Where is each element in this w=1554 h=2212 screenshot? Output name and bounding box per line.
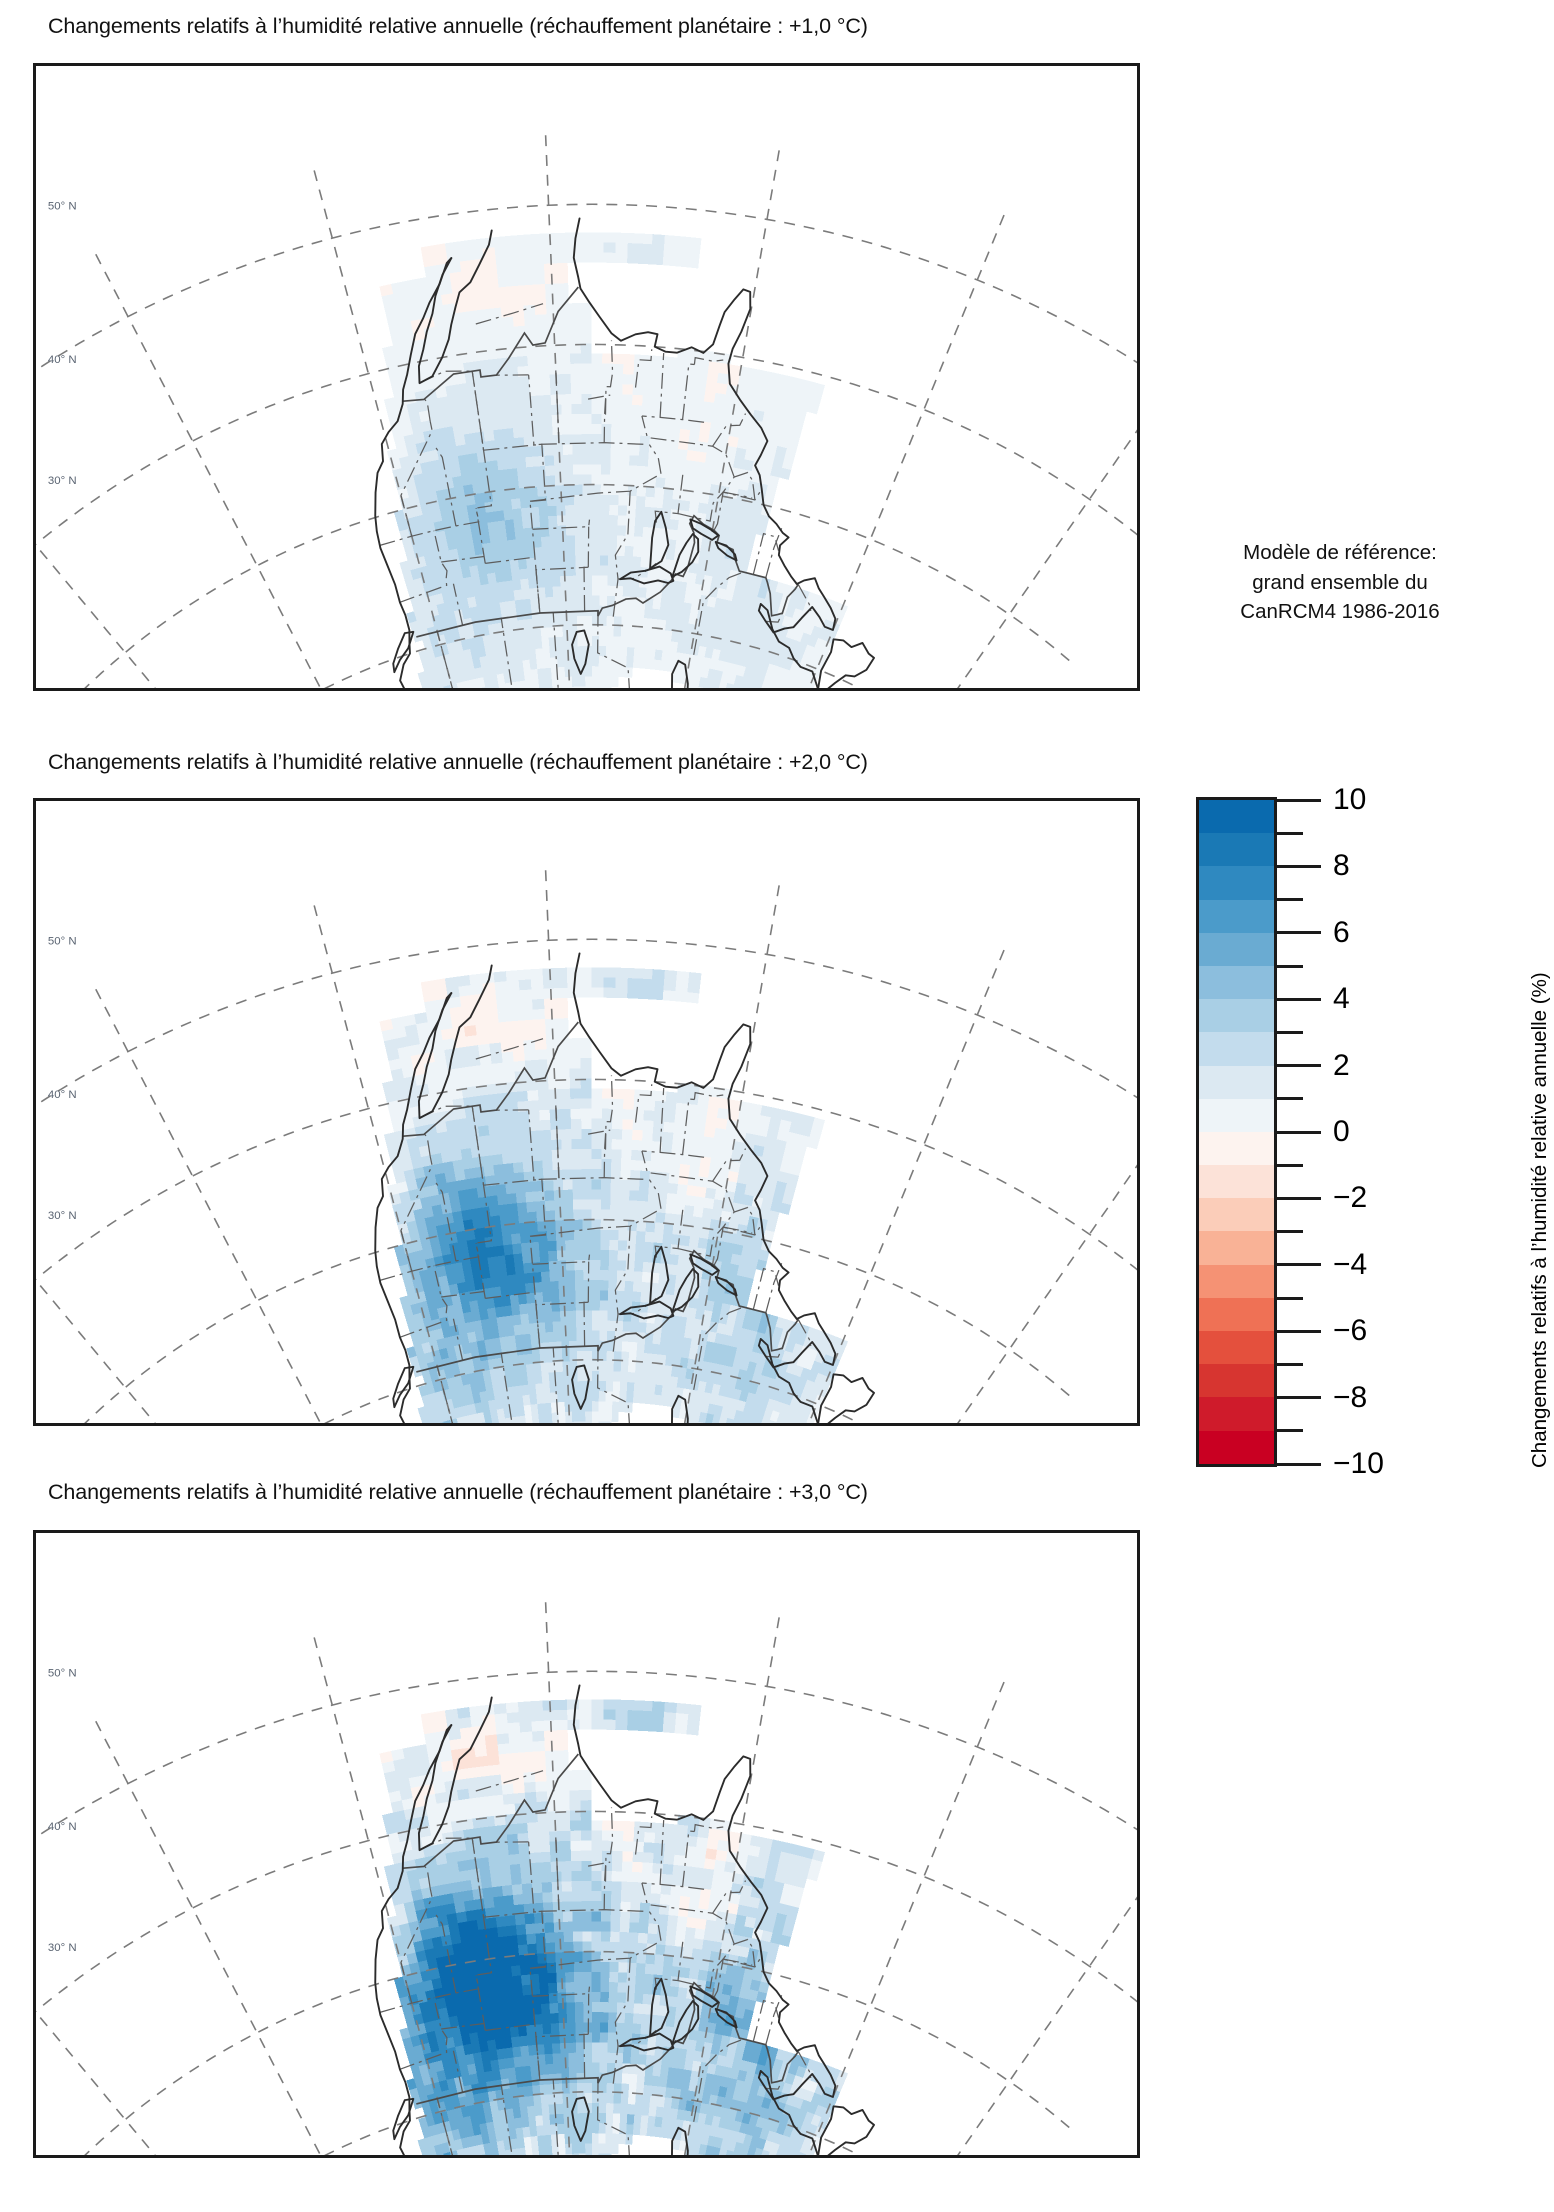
panel-title-1: Changements relatifs à l’humidité relati… [48, 14, 868, 38]
map-panel-2[interactable]: 140° W100° W60° W50° N40° N30° N [33, 798, 1140, 1426]
colorbar-tick-minor [1277, 1097, 1303, 1101]
colorbar-tick-label: 10 [1333, 783, 1367, 816]
colorbar-tick-major [1277, 1130, 1321, 1134]
colorbar-band [1199, 1364, 1274, 1398]
latitude-label: 50° N [48, 201, 77, 213]
colorbar-tick-minor [1277, 964, 1303, 968]
graticule [36, 135, 1137, 688]
colorbar-tick-major [1277, 997, 1321, 1001]
colorbar-tick-label: 4 [1333, 982, 1350, 1016]
colorbar-band [1199, 965, 1274, 1000]
colorbar-tick-major [1277, 1462, 1321, 1466]
colorbar-tick-label: −2 [1333, 1181, 1368, 1215]
reference-note-line-1: Modèle de référence: [1243, 541, 1437, 564]
colorbar-tick-major [1277, 1064, 1321, 1068]
latitude-label: 30° N [48, 1942, 77, 1954]
graticule-labels: 140° W100° W60° W50° N40° N30° N [48, 1668, 77, 1954]
colorbar-band [1199, 932, 1274, 966]
latitude-label: 40° N [48, 1821, 77, 1833]
colorbar-band [1199, 1297, 1274, 1331]
colorbar-tick-major [1277, 864, 1321, 868]
colorbar-tick-minor [1277, 1296, 1303, 1300]
map-panel-1[interactable]: 140° W100° W60° W50° N40° N30° N [33, 63, 1140, 691]
map-panel-3[interactable]: 140° W100° W60° W50° N40° N30° N [33, 1530, 1140, 2158]
colorbar-band [1199, 1264, 1274, 1298]
latitude-label: 30° N [48, 475, 77, 487]
subnational-borders [379, 1770, 812, 2155]
colorbar-band [1199, 1397, 1274, 1431]
latitude-label: 30° N [48, 1210, 77, 1222]
colorbar-band [1199, 866, 1274, 900]
colorbar-tick-minor [1277, 831, 1303, 835]
colorbar-tick-minor [1277, 1362, 1303, 1366]
latitude-label: 50° N [48, 1668, 77, 1680]
colorbar-tick-minor [1277, 1230, 1303, 1234]
colorbar-band [1199, 1165, 1274, 1199]
colorbar-tick-major [1277, 1396, 1321, 1400]
subnational-borders [379, 303, 812, 688]
colorbar-axis-label: Changements relatifs à l’humidité relati… [1528, 972, 1551, 1468]
colorbar-band [1199, 800, 1274, 834]
colorbar-tick-minor [1277, 1429, 1303, 1433]
colorbar-tick-major [1277, 1329, 1321, 1333]
reference-note-line-2: grand ensemble du [1252, 570, 1428, 594]
graticule-labels: 140° W100° W60° W50° N40° N30° N [48, 936, 77, 1222]
latitude-label: 40° N [48, 354, 77, 366]
colorbar-tick-label: 8 [1333, 849, 1350, 883]
data-grid [379, 232, 849, 688]
colorbar-tick-label: −6 [1333, 1314, 1368, 1348]
colorbar-tick-label: 2 [1333, 1048, 1350, 1082]
map-svg-3: 140° W100° W60° W50° N40° N30° N [36, 1602, 1137, 2155]
colorbar-tick-minor [1277, 1030, 1303, 1034]
colorbar-ticks: 10 8 6 4 2 0 −2 −4 −6 −8 −10 [1277, 783, 1384, 1480]
reference-note-line-3: CanRCM4 1986-2016 [1240, 600, 1440, 624]
graticule [36, 1602, 1137, 2155]
reference-model-note: Modèle de référence: grand ensemble du C… [1175, 538, 1505, 627]
colorbar-band [1199, 1198, 1274, 1232]
colorbar-band [1199, 1032, 1274, 1066]
colorbar-tick-minor [1277, 1163, 1303, 1167]
colorbar-tick-major [1277, 798, 1321, 802]
colorbar-tick-label: 0 [1333, 1115, 1350, 1148]
data-grid [379, 967, 849, 1423]
panel-title-2: Changements relatifs à l’humidité relati… [48, 750, 868, 774]
colorbar-tick-label: −8 [1333, 1380, 1368, 1414]
colorbar: 10 8 6 4 2 0 −2 −4 −6 −8 −10 [1196, 783, 1496, 1480]
colorbar-tick-minor [1277, 898, 1303, 902]
colorbar-band [1199, 999, 1274, 1033]
colorbar-band [1199, 1131, 1274, 1166]
data-grid [379, 1699, 849, 2155]
map-svg-1: 140° W100° W60° W50° N40° N30° N [36, 135, 1137, 688]
colorbar-tick-label: 6 [1333, 915, 1350, 949]
colorbar-tick-major [1277, 1263, 1321, 1267]
colorbar-band [1199, 1331, 1274, 1365]
colorbar-band [1199, 1430, 1274, 1464]
graticule [36, 870, 1137, 1423]
colorbar-tick-label: −10 [1333, 1447, 1384, 1480]
coastlines [374, 1684, 875, 2155]
coastlines [374, 217, 875, 688]
colorbar-band [1199, 1231, 1274, 1265]
colorbar-band [1199, 899, 1274, 933]
colorbar-gradient [1196, 797, 1277, 1467]
colorbar-band [1199, 1098, 1274, 1132]
colorbar-tick-label: −4 [1333, 1247, 1368, 1281]
graticule-labels: 140° W100° W60° W50° N40° N30° N [48, 201, 77, 487]
map-svg-2: 140° W100° W60° W50° N40° N30° N [36, 870, 1137, 1423]
colorbar-tick-major [1277, 931, 1321, 935]
latitude-label: 50° N [48, 936, 77, 948]
latitude-label: 40° N [48, 1089, 77, 1101]
panel-title-3: Changements relatifs à l’humidité relati… [48, 1480, 868, 1504]
colorbar-band [1199, 1065, 1274, 1099]
colorbar-tick-major [1277, 1196, 1321, 1200]
colorbar-band [1199, 833, 1274, 867]
coastlines [374, 952, 875, 1423]
